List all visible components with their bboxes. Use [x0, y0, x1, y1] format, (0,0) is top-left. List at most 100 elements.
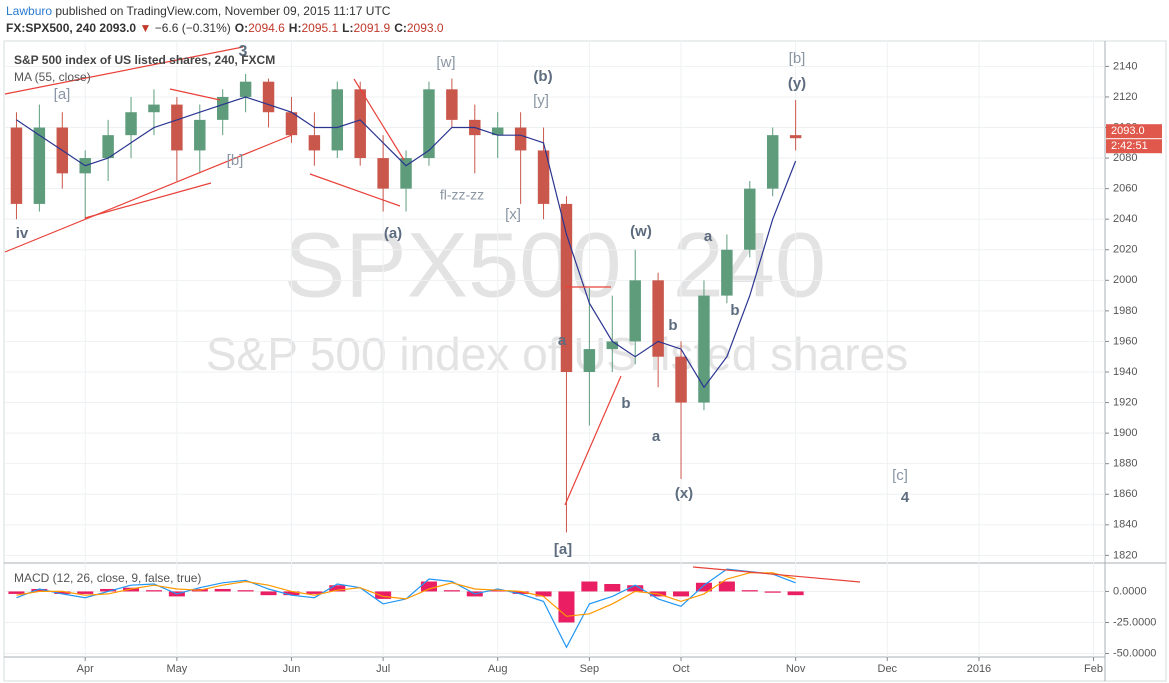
histogram-bar	[443, 590, 460, 592]
histogram-bar	[214, 588, 231, 592]
arrow: ▼	[139, 21, 152, 35]
wave-label: fl-zz-zz	[440, 187, 484, 203]
change: −6.6 (−0.31%)	[154, 21, 231, 35]
author[interactable]: Lawburo	[6, 4, 53, 18]
histogram-bar	[145, 590, 162, 592]
candle-body	[766, 135, 779, 189]
macd-legend: MACD (12, 26, close, 9, false, true)	[14, 571, 201, 585]
x-tick-label: Sep	[580, 663, 600, 675]
wave-label: 3	[239, 43, 248, 60]
trend-line	[692, 566, 861, 583]
wave-label: a	[704, 228, 713, 245]
wave-label: b	[730, 302, 739, 319]
countdown-box	[1106, 139, 1162, 154]
candle-body	[377, 158, 389, 189]
y-tick-label: 2040	[1113, 213, 1137, 225]
histogram-bar	[558, 591, 575, 623]
histogram-bar	[306, 591, 323, 594]
candle-body	[446, 89, 458, 120]
candle-body	[33, 127, 46, 204]
histogram-bar	[77, 591, 94, 594]
trend-line	[169, 88, 221, 101]
histogram-bar	[764, 591, 781, 593]
wave-label: [a]	[54, 86, 71, 103]
candle-body	[102, 135, 114, 159]
x-tick-label: 2016	[967, 663, 991, 675]
wave-label: (w)	[630, 223, 652, 240]
candle-body	[239, 81, 252, 97]
candle-body	[744, 188, 756, 250]
y-tick-label: 1940	[1113, 366, 1137, 378]
wave-label: 4	[901, 489, 910, 506]
price-label-box	[1106, 124, 1162, 139]
histogram-bar	[329, 585, 346, 592]
y-tick-label: 1880	[1113, 458, 1137, 470]
wave-label: a	[652, 428, 661, 445]
y-tick-label: 2000	[1113, 274, 1137, 286]
countdown: 2:42:51	[1111, 140, 1148, 152]
candle-body	[698, 295, 710, 403]
histogram-bar	[237, 590, 254, 592]
histogram-bar	[8, 591, 25, 594]
wave-label: [w]	[436, 54, 455, 71]
watermark: SPX500, 240 S&P 500 index of US listed s…	[206, 214, 908, 380]
candle-body	[285, 112, 298, 136]
y-tick-label: -50.0000	[1113, 647, 1156, 659]
trend-line	[309, 173, 401, 207]
wave-label: [a]	[554, 541, 572, 558]
candle-body	[560, 203, 573, 372]
annotations: 3 [a] iv [b] (a) [w] fl-zz-zz (b) [y] [x] (w) a b b a b…	[16, 43, 910, 558]
publish-line: Lawburo published on TradingView.com, No…	[6, 3, 444, 20]
candle-body	[629, 280, 641, 342]
ohlc-label: L:	[342, 21, 354, 35]
candle-body	[491, 127, 504, 136]
ohlc-value: 2094.6	[248, 21, 285, 35]
candle-body	[171, 104, 183, 151]
candle-body	[216, 96, 229, 120]
watermark-symbol: SPX500, 240	[284, 214, 826, 316]
trend-line	[353, 78, 405, 161]
histogram-bar	[512, 591, 529, 594]
y-tick-label: 1980	[1113, 305, 1137, 317]
histogram-bar	[787, 591, 804, 596]
y-tick-label: 1920	[1113, 396, 1137, 408]
histogram-bar	[535, 591, 552, 597]
y-tick-label: 2020	[1113, 244, 1137, 256]
published: published on TradingView.com, November 0…	[55, 4, 391, 18]
histogram-bar	[283, 591, 300, 596]
wave-label: [b]	[227, 152, 244, 169]
y-tick-label: 0.0000	[1113, 585, 1147, 597]
histogram-bar	[420, 581, 437, 592]
frame	[3, 40, 1167, 682]
wave-label: (a)	[384, 225, 402, 242]
wave-label: b	[621, 395, 630, 412]
wave-label: [y]	[533, 92, 549, 109]
histogram-bar	[100, 588, 117, 592]
ohlc-value: 2093.0	[406, 21, 444, 35]
wave-label: a	[558, 332, 567, 349]
candle-body	[10, 127, 23, 204]
histogram-bar	[627, 585, 644, 592]
ohlc: O:2094.6 H:2095.1 L:2091.9 C:2093.0	[231, 21, 444, 35]
histogram-bar	[695, 582, 712, 592]
ohlc-label: H:	[288, 21, 302, 35]
histogram-bar	[260, 591, 277, 596]
chart-title: S&P 500 index of US listed shares, 240, …	[14, 53, 275, 67]
x-tick-label: Apr	[77, 663, 94, 675]
y-tick-label: 2080	[1113, 152, 1137, 164]
x-tick-label: Aug	[488, 663, 508, 675]
histogram-bar	[741, 590, 758, 592]
symbol: FX:SPX500, 240	[6, 21, 97, 35]
candle-body	[675, 356, 687, 403]
y-tick-label: 1900	[1113, 427, 1137, 439]
histogram-bar	[375, 591, 392, 599]
candle-body	[583, 349, 596, 372]
candle-body	[606, 341, 619, 350]
grid	[5, 41, 1105, 657]
x-tick-label: Feb	[1084, 663, 1103, 675]
quote-line: FX:SPX500, 240 2093.0 ▼ −6.6 (−0.31%) O:2…	[6, 20, 444, 37]
wave-label: (y)	[788, 75, 806, 92]
candle-body	[125, 112, 137, 136]
y-tick-label: 1840	[1113, 519, 1137, 531]
